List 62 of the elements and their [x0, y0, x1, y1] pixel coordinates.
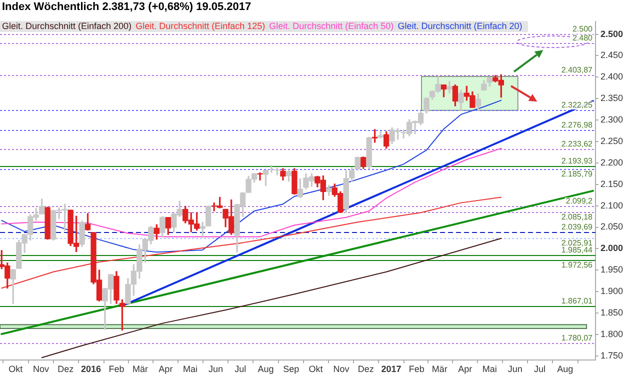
ref-line-label: 1.867,01 — [561, 296, 594, 306]
x-tick-label: Aug — [258, 364, 274, 374]
y-tick-label: 2.500 — [600, 28, 624, 39]
y-tick-label: 1.800 — [600, 328, 624, 339]
x-tick-label: Jul — [534, 364, 546, 374]
ref-line-label: 2.099,2 — [566, 196, 594, 206]
x-tick-label: Mai — [482, 364, 497, 374]
x-tick-label: Feb — [408, 364, 424, 374]
x-tick-label: Okt — [8, 364, 24, 374]
y-tick-label: 2.300 — [600, 114, 624, 125]
x-tick-label: Okt — [308, 364, 324, 374]
x-tick-label: 2017 — [381, 364, 402, 374]
x-tick-label: Nov — [33, 364, 50, 374]
y-tick-label: 2.200 — [600, 157, 624, 168]
x-tick-label: Nov — [333, 364, 350, 374]
ref-line-label: 2.193,93 — [561, 156, 594, 166]
y-tick-label: 2.000 — [600, 243, 624, 254]
x-tick-label: Mär — [132, 364, 148, 374]
ref-line-label: 2.480 — [572, 34, 594, 43]
y-tick-label: 2.250 — [600, 136, 624, 146]
x-tick-label: Mai — [183, 364, 198, 374]
candlestick — [446, 81, 452, 94]
x-tick-label: Jun — [508, 364, 522, 374]
x-tick-label: Dez — [358, 364, 374, 374]
text: Gleit. Durchschnitt (Einfach 20) — [398, 21, 522, 32]
ref-line-label: 2.500 — [572, 24, 594, 34]
y-tick-label: 1.750 — [600, 350, 624, 360]
ref-line-label: 2.039,69 — [561, 222, 594, 232]
x-tick-label: Apr — [458, 364, 472, 374]
x-tick-label: Mär — [432, 364, 448, 374]
chart-title: Index Wöchentlich 2.381,73 (+0,68%) 19.05.2017 — [2, 0, 252, 14]
y-tick-label: 2.050 — [600, 222, 624, 232]
x-tick-label: Dez — [58, 364, 74, 374]
x-tick-label: Jul — [234, 364, 246, 374]
text: Gleit. Durchschnitt (Einfach 200) — [2, 21, 132, 32]
ref-line-label: 2.322,25 — [561, 100, 594, 110]
x-tick-label: Sep — [283, 364, 300, 374]
text: Gleit. Durchschnitt (Einfach 50) — [269, 21, 394, 32]
ref-line-label: 2.403,87 — [561, 66, 594, 75]
text: Gleit. Durchschnitt (Einfach 125) — [136, 21, 266, 32]
y-tick-label: 2.400 — [600, 72, 624, 82]
ref-line-label: 2.185,79 — [561, 170, 594, 179]
y-tick-label: 1.850 — [600, 308, 624, 318]
ref-line-label: 1.985,44 — [561, 246, 594, 255]
x-tick-label: Feb — [108, 364, 124, 374]
ref-line-label: 2.276,98 — [561, 120, 594, 130]
ref-line-label: 2.025,91 — [561, 238, 594, 248]
x-tick-label: Jun — [208, 364, 223, 374]
ref-line-label: 2.233,62 — [561, 140, 594, 149]
x-tick-label: Aug — [557, 364, 574, 374]
y-tick-label: 2.350 — [600, 93, 624, 104]
y-tick-label: 1.950 — [600, 264, 624, 275]
x-tick-label: Apr — [158, 364, 173, 374]
x-tick-label: 2016 — [81, 364, 102, 374]
y-tick-label: 2.150 — [600, 178, 624, 189]
y-tick-label: 1.900 — [600, 286, 624, 296]
candlestick — [257, 172, 263, 180]
y-tick-label: 2.450 — [600, 50, 624, 60]
ref-line-label: 1.972,56 — [561, 260, 594, 270]
ref-line-label: 2.085,18 — [561, 212, 594, 222]
y-tick-label: 2.100 — [600, 200, 624, 210]
ref-line-label: 1.780,07 — [561, 334, 594, 343]
